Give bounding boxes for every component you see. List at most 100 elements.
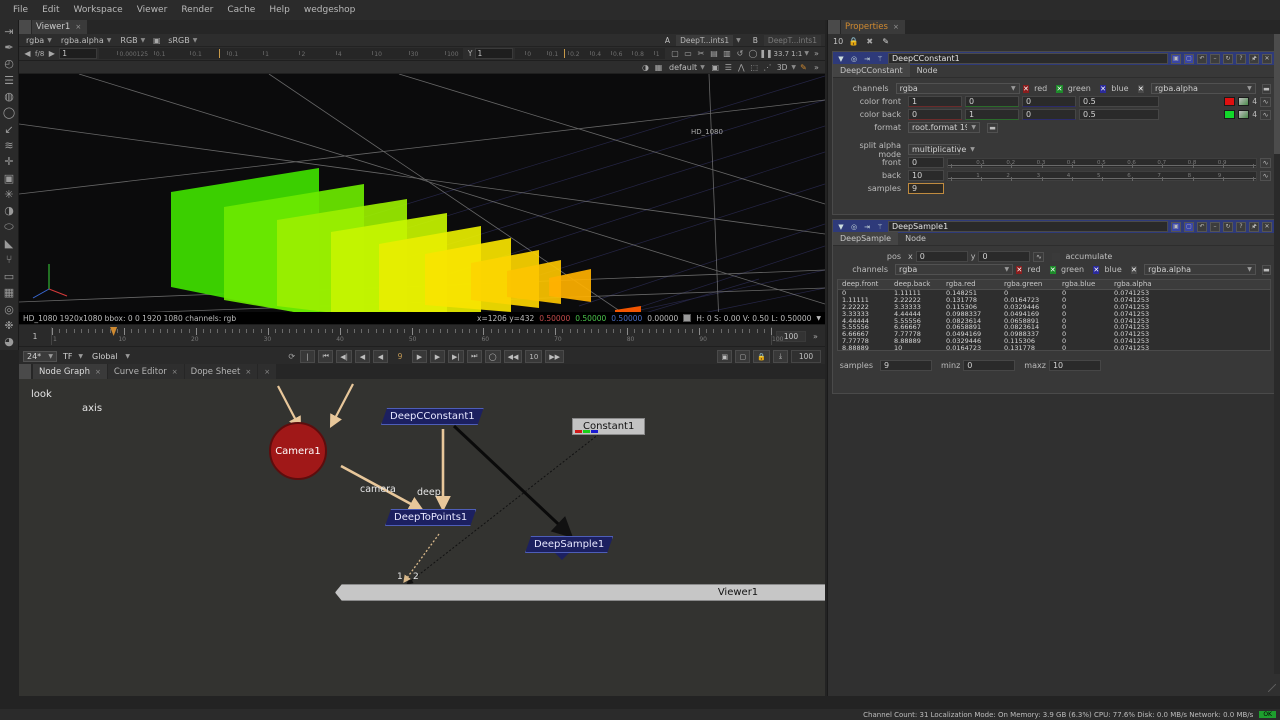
refresh-icon[interactable]: ↺: [736, 49, 744, 58]
channels-dropdown[interactable]: rgba ▼: [895, 264, 1014, 275]
close-icon[interactable]: ×: [264, 367, 271, 376]
panel-drag-handle[interactable]: [19, 20, 31, 34]
table-row[interactable]: 8.88889 10 0.0164723 0.131778 0 0.0741253: [838, 345, 1270, 350]
panel-resizer[interactable]: [1268, 684, 1276, 692]
animation-curve-icon[interactable]: ∿: [1260, 96, 1271, 107]
tab-properties[interactable]: Properties ×: [841, 20, 905, 34]
frame-marker-field[interactable]: 9: [397, 352, 403, 361]
gamma-slider[interactable]: 0 0.1 0.2 0.4 0.6 0.8 1: [514, 48, 665, 59]
time-format-dropdown[interactable]: TF ▼: [63, 352, 83, 361]
red-checkbox[interactable]: ✕: [1016, 265, 1023, 274]
menu-item-cache[interactable]: Cache: [227, 5, 256, 15]
channel-menu-icon[interactable]: ▬: [1261, 264, 1271, 275]
node-deepsample1[interactable]: DeepSample1: [525, 536, 613, 553]
back-input[interactable]: 10: [908, 170, 944, 181]
node-name-field[interactable]: DeepSample1: [888, 221, 1168, 232]
color-back-r[interactable]: 0: [908, 109, 962, 120]
grid-icon[interactable]: ▦: [654, 62, 663, 72]
channel-menu-icon[interactable]: ▬: [1261, 83, 1271, 94]
gain-decrease-icon[interactable]: ◀: [24, 49, 31, 58]
reverse-play-button[interactable]: ◀: [372, 350, 388, 363]
last-frame-button[interactable]: ⏭: [466, 350, 482, 363]
menu-item-wedgeshop[interactable]: wedgeshop: [303, 5, 356, 15]
samples-input[interactable]: 9: [908, 183, 944, 194]
help-icon[interactable]: ?: [1236, 53, 1246, 64]
edit-icon[interactable]: ✎: [882, 36, 890, 46]
close-icon[interactable]: ×: [75, 23, 82, 31]
image-icon[interactable]: ▦: [3, 286, 15, 300]
menu-item-help[interactable]: Help: [269, 5, 290, 15]
eye-icon[interactable]: ⬭: [4, 220, 14, 234]
redo-icon[interactable]: ↻: [1223, 221, 1233, 232]
lock-icon[interactable]: 🔒: [753, 350, 771, 363]
animation-curve-icon[interactable]: ∿: [1033, 251, 1045, 262]
curve-icon[interactable]: ⋀: [738, 62, 745, 72]
tab-node[interactable]: Node: [905, 234, 926, 243]
gamma-input[interactable]: 1: [474, 48, 513, 59]
proxy-icon[interactable]: ▤: [710, 49, 718, 58]
color-front-picker-icon[interactable]: [1238, 97, 1250, 106]
tab-add[interactable]: ×: [258, 364, 277, 379]
fps-dropdown[interactable]: 24* ▼: [23, 351, 57, 362]
stereo-icon[interactable]: ◑: [642, 62, 650, 72]
redo-icon[interactable]: ↻: [1223, 53, 1233, 64]
panel-drag-handle[interactable]: [19, 364, 31, 379]
tab-deepsample[interactable]: DeepSample: [833, 232, 899, 245]
wrench-icon[interactable]: ⚚: [876, 54, 884, 63]
first-frame-button[interactable]: ⏮: [318, 350, 334, 363]
pause-icon[interactable]: ❚❚: [759, 49, 773, 58]
display-mode-dropdown[interactable]: RGB ▼: [117, 35, 148, 46]
table-row[interactable]: 1.11111 2.22222 0.131778 0.0164723 0 0.074125…: [838, 296, 1270, 304]
play-next-button[interactable]: ▶: [429, 350, 445, 363]
circle-icon[interactable]: ◯: [2, 106, 16, 120]
panel-icon[interactable]: ▭: [3, 269, 15, 283]
loop-icon[interactable]: ⟳: [288, 352, 296, 361]
pin-icon[interactable]: 🖈: [1249, 53, 1259, 64]
format-edit-icon[interactable]: ▬: [987, 122, 998, 133]
colorspace-dropdown[interactable]: sRGB ▼: [165, 35, 200, 46]
close-icon[interactable]: ×: [892, 23, 899, 31]
close-icon[interactable]: ×: [245, 367, 252, 376]
split-alpha-dropdown[interactable]: multiplicative ▼: [908, 144, 975, 155]
table-row[interactable]: 3.33333 4.44444 0.0988337 0.0494169 0 0.07412…: [838, 310, 1270, 318]
menu-item-edit[interactable]: Edit: [42, 5, 60, 15]
aperture-icon[interactable]: ◑: [4, 204, 14, 218]
zoom-level[interactable]: 33.7: [773, 49, 790, 58]
tab-node-graph[interactable]: Node Graph ×: [33, 364, 107, 379]
close-all-icon[interactable]: ✖: [866, 36, 874, 46]
sphere-icon[interactable]: ◍: [4, 90, 14, 104]
alpha-checkbox[interactable]: ✕: [1137, 84, 1145, 93]
mask-icon[interactable]: ▢: [671, 49, 679, 58]
menu-item-render[interactable]: Render: [181, 5, 214, 15]
table-row[interactable]: 4.44444 5.55556 0.0823614 0.0658891 0 0.07412…: [838, 317, 1270, 325]
link-icon[interactable]: ⇥: [864, 54, 870, 63]
channel-dropdown[interactable]: rgba.alpha ▼: [58, 35, 115, 46]
table-row[interactable]: 7.77778 8.88889 0.0329446 0.115306 0 0.074125…: [838, 338, 1270, 345]
chevron-down-icon[interactable]: ▼: [804, 50, 809, 57]
node-camera1[interactable]: Camera1: [269, 422, 327, 480]
current-frame-field[interactable]: 1: [32, 331, 38, 341]
table-row[interactable]: 6.66667 7.77778 0.0494169 0.0988337 0 0.07412…: [838, 331, 1270, 338]
link-icon[interactable]: ⇥: [864, 222, 870, 231]
alpha-channel-dropdown[interactable]: rgba.alpha ▼: [1151, 83, 1256, 94]
menu-item-file[interactable]: File: [13, 5, 29, 15]
pos-x-input[interactable]: 0: [915, 251, 968, 262]
view-mode-value[interactable]: 3D: [776, 62, 788, 72]
stop-button[interactable]: ◯: [484, 350, 501, 363]
undo-icon[interactable]: ↶: [1197, 221, 1207, 232]
zoom-ratio[interactable]: 1:1: [791, 49, 803, 58]
color-back-b[interactable]: 0: [1022, 109, 1076, 120]
input-a-value[interactable]: DeepT...ints1: [676, 34, 734, 46]
arrow-corner-icon[interactable]: ↙: [4, 122, 14, 136]
diamond-icon[interactable]: ◣: [4, 237, 14, 251]
color-back-picker-icon[interactable]: [1238, 110, 1250, 119]
deep-samples-table[interactable]: deep.front deep.back rgba.red rgba.green rgb…: [837, 279, 1271, 351]
close-icon[interactable]: ✕: [1262, 221, 1272, 232]
blue-checkbox[interactable]: ✕: [1099, 84, 1107, 93]
accumulate-checkbox[interactable]: [1052, 252, 1061, 261]
tab-viewer1[interactable]: Viewer1 ×: [32, 20, 88, 34]
blue-checkbox[interactable]: ✕: [1093, 265, 1100, 274]
collapse-icon[interactable]: ▼: [838, 222, 844, 231]
close-icon[interactable]: ×: [171, 367, 178, 376]
particles-icon[interactable]: ⑂: [5, 253, 13, 267]
